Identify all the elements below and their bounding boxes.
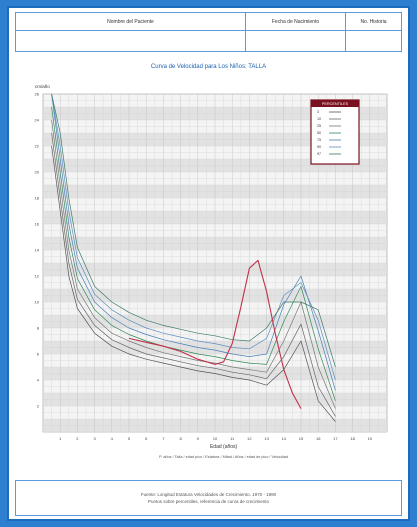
x-tick-label: 2 [76, 436, 79, 441]
y-tick-label: 12 [35, 274, 40, 279]
x-tick-label: 5 [128, 436, 131, 441]
x-tick-label: 12 [247, 436, 252, 441]
growth-chart-sheet: Nombre del Paciente Fecha de Nacimiento … [7, 6, 410, 521]
series-line-10 [51, 132, 336, 417]
x-tick-label: 15 [299, 436, 304, 441]
y-tick-label: 6 [37, 352, 40, 357]
y-tick-label: 8 [37, 326, 40, 331]
record-number-field[interactable] [346, 31, 401, 51]
x-tick-label: 18 [350, 436, 355, 441]
footer-line-2: Puntos sobre percentiles, referencia de … [147, 499, 270, 504]
patient-name-label: Nombre del Paciente [16, 13, 246, 31]
birth-date-field[interactable] [246, 31, 346, 51]
chart-title: Curva de Velocidad para Los Niños: TALLA [150, 64, 267, 70]
series-line-97 [51, 93, 336, 368]
x-tick-label: 10 [213, 436, 218, 441]
legend-entry: 90 [317, 145, 321, 149]
y-tick-label: 22 [35, 144, 40, 149]
series-line-90 [51, 93, 336, 381]
legend-entry: 97 [317, 152, 321, 156]
x-tick-label: 19 [368, 436, 373, 441]
series-line-75 [51, 93, 336, 391]
y-tick-label: 26 [35, 92, 40, 97]
legend-title: PERCENTILES [322, 102, 349, 106]
x-tick-label: 7 [162, 436, 165, 441]
y-axis-label: cm/año [35, 84, 50, 89]
x-tick-label: 1 [59, 436, 62, 441]
x-tick-label: 4 [111, 436, 114, 441]
legend-box [310, 99, 360, 165]
record-number-label: No. Historia [346, 13, 401, 31]
legend-entry: 50 [317, 131, 321, 135]
x-tick-label: 13 [264, 436, 269, 441]
series-line-50 [51, 106, 336, 401]
footer-box: Fuente: Longitud Estatura Velocidades de… [15, 480, 402, 516]
x-tick-label: 6 [145, 436, 148, 441]
legend-entry: 3 [317, 110, 319, 114]
birth-date-label: Fecha de Nacimiento [246, 13, 346, 31]
y-tick-label: 18 [35, 196, 40, 201]
x-tick-label: 9 [197, 436, 200, 441]
x-tick-label: 8 [179, 436, 182, 441]
series-line-25 [51, 119, 336, 409]
patient-header-table: Nombre del Paciente Fecha de Nacimiento … [15, 12, 402, 52]
y-tick-label: 2 [37, 404, 40, 409]
chart-area: Curva de Velocidad para Los Niños: TALLA… [15, 64, 402, 466]
y-tick-label: 10 [35, 300, 40, 305]
x-tick-label: 17 [333, 436, 338, 441]
chart-caption: P. años / Talla / edad pico / Estatura /… [159, 455, 288, 459]
x-tick-label: 16 [316, 436, 321, 441]
y-tick-label: 20 [35, 170, 40, 175]
y-tick-label: 4 [37, 378, 40, 383]
legend-entry: 75 [317, 138, 321, 142]
y-tick-label: 14 [35, 248, 40, 253]
legend-entry: 25 [317, 124, 321, 128]
x-tick-label: 14 [282, 436, 287, 441]
x-tick-label: 11 [230, 436, 235, 441]
y-tick-label: 24 [35, 118, 40, 123]
x-axis-label: Edad (años) [210, 444, 238, 450]
y-tick-label: 16 [35, 222, 40, 227]
legend-header [311, 100, 359, 107]
footer-line-1: Fuente: Longitud Estatura Velocidades de… [140, 492, 277, 497]
patient-name-field[interactable] [16, 31, 246, 51]
x-tick-label: 3 [93, 436, 96, 441]
series-line-highlight [128, 259, 302, 409]
legend-entry: 10 [317, 117, 321, 121]
